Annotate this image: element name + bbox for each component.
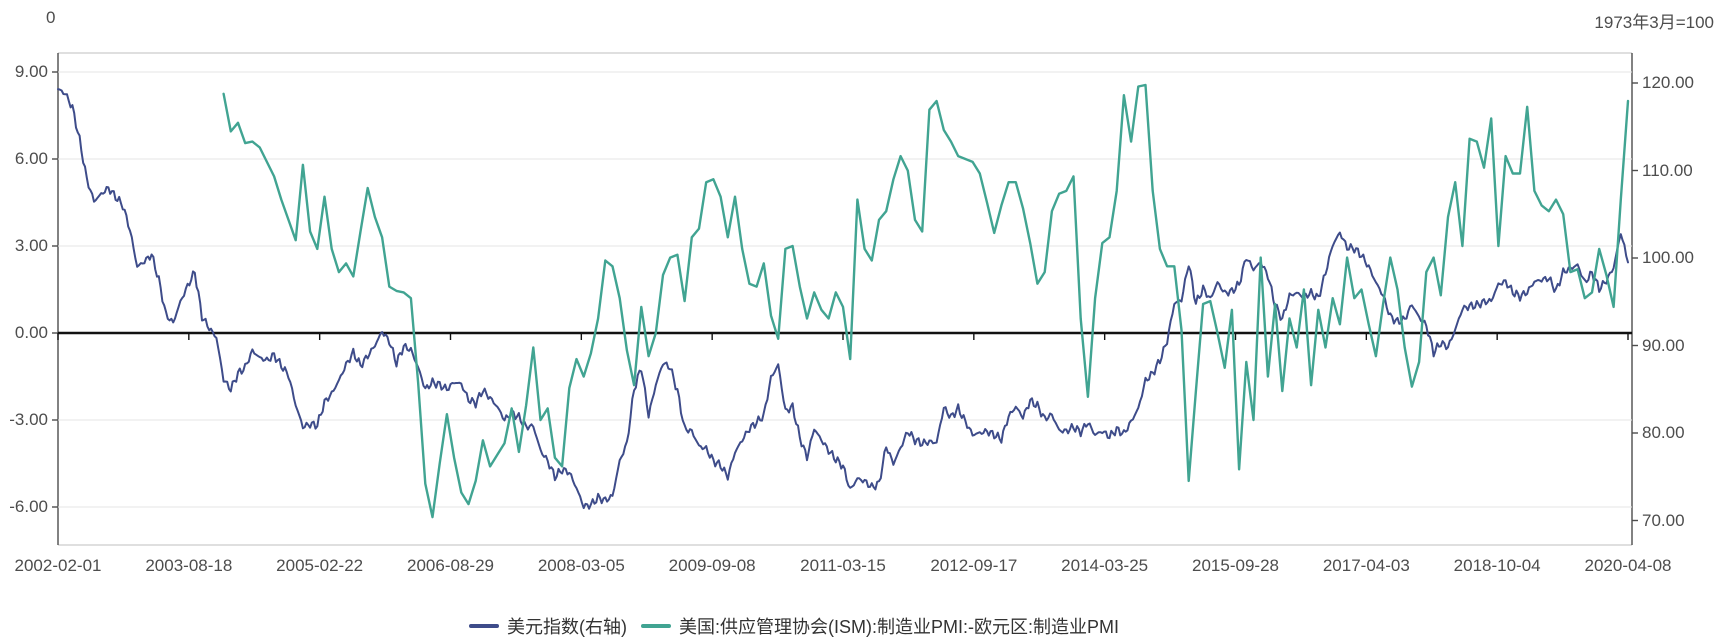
left-axis-tick-label: 0.00: [14, 323, 48, 342]
legend-item-dollar-index[interactable]: 美元指数(右轴): [469, 613, 627, 639]
left-axis-tick-label: 3.00: [14, 236, 48, 255]
right-axis-tick-label: 110.00: [1642, 160, 1693, 180]
left-axis-tick-label: 9.00: [14, 62, 48, 81]
left-axis-tick-label: 6.00: [14, 149, 48, 168]
x-axis-tick-label: 2020-04-08: [1584, 556, 1672, 575]
axis-header-zero: 0: [46, 8, 56, 27]
left-axis-tick-label: -6.00: [9, 497, 48, 516]
pmi-spread-swatch-icon: [641, 624, 671, 628]
x-axis-tick-label: 2017-04-03: [1322, 556, 1410, 575]
index-base-note: 1973年3月=100: [1594, 13, 1714, 32]
x-axis-tick-label: 2009-09-08: [668, 556, 756, 575]
legend-item-pmi-spread[interactable]: 美国:供应管理协会(ISM):制造业PMI:-欧元区:制造业PMI: [641, 613, 1119, 639]
legend-label-pmi-spread: 美国:供应管理协会(ISM):制造业PMI:-欧元区:制造业PMI: [679, 617, 1119, 637]
dollar-index-line: [57, 88, 1629, 510]
right-axis-tick-label: 120.00: [1642, 73, 1694, 92]
x-axis-tick-label: 2012-09-17: [930, 556, 1018, 575]
x-axis-tick-label: 2006-08-29: [407, 556, 494, 575]
x-axis-tick-label: 2002-02-01: [14, 556, 102, 575]
x-axis-tick-label: 2018-10-04: [1453, 556, 1541, 575]
left-axis-tick-label: -3.00: [9, 410, 48, 429]
dollar-index-swatch-icon: [469, 624, 499, 628]
chart-legend: 美元指数(右轴) 美国:供应管理协会(ISM):制造业PMI:-欧元区:制造业P…: [469, 613, 1119, 639]
legend-label-dollar-index: 美元指数(右轴): [507, 617, 627, 637]
pmi-spread-line: [222, 83, 1630, 519]
x-axis-tick-label: 2015-09-28: [1192, 556, 1279, 575]
x-axis-tick-label: 2005-02-22: [276, 556, 364, 575]
right-axis-tick-label: 70.00: [1642, 510, 1685, 530]
right-axis-tick-label: 90.00: [1642, 335, 1685, 355]
right-axis-tick-label: 100.00: [1642, 248, 1694, 267]
right-axis-tick-label: 80.00: [1642, 423, 1685, 442]
x-axis-tick-label: 2008-03-05: [537, 556, 625, 575]
x-axis-tick-label: 2003-08-18: [145, 556, 233, 575]
x-axis-tick-label: 2011-03-15: [800, 556, 886, 575]
x-axis-tick-label: 2014-03-25: [1061, 556, 1149, 575]
